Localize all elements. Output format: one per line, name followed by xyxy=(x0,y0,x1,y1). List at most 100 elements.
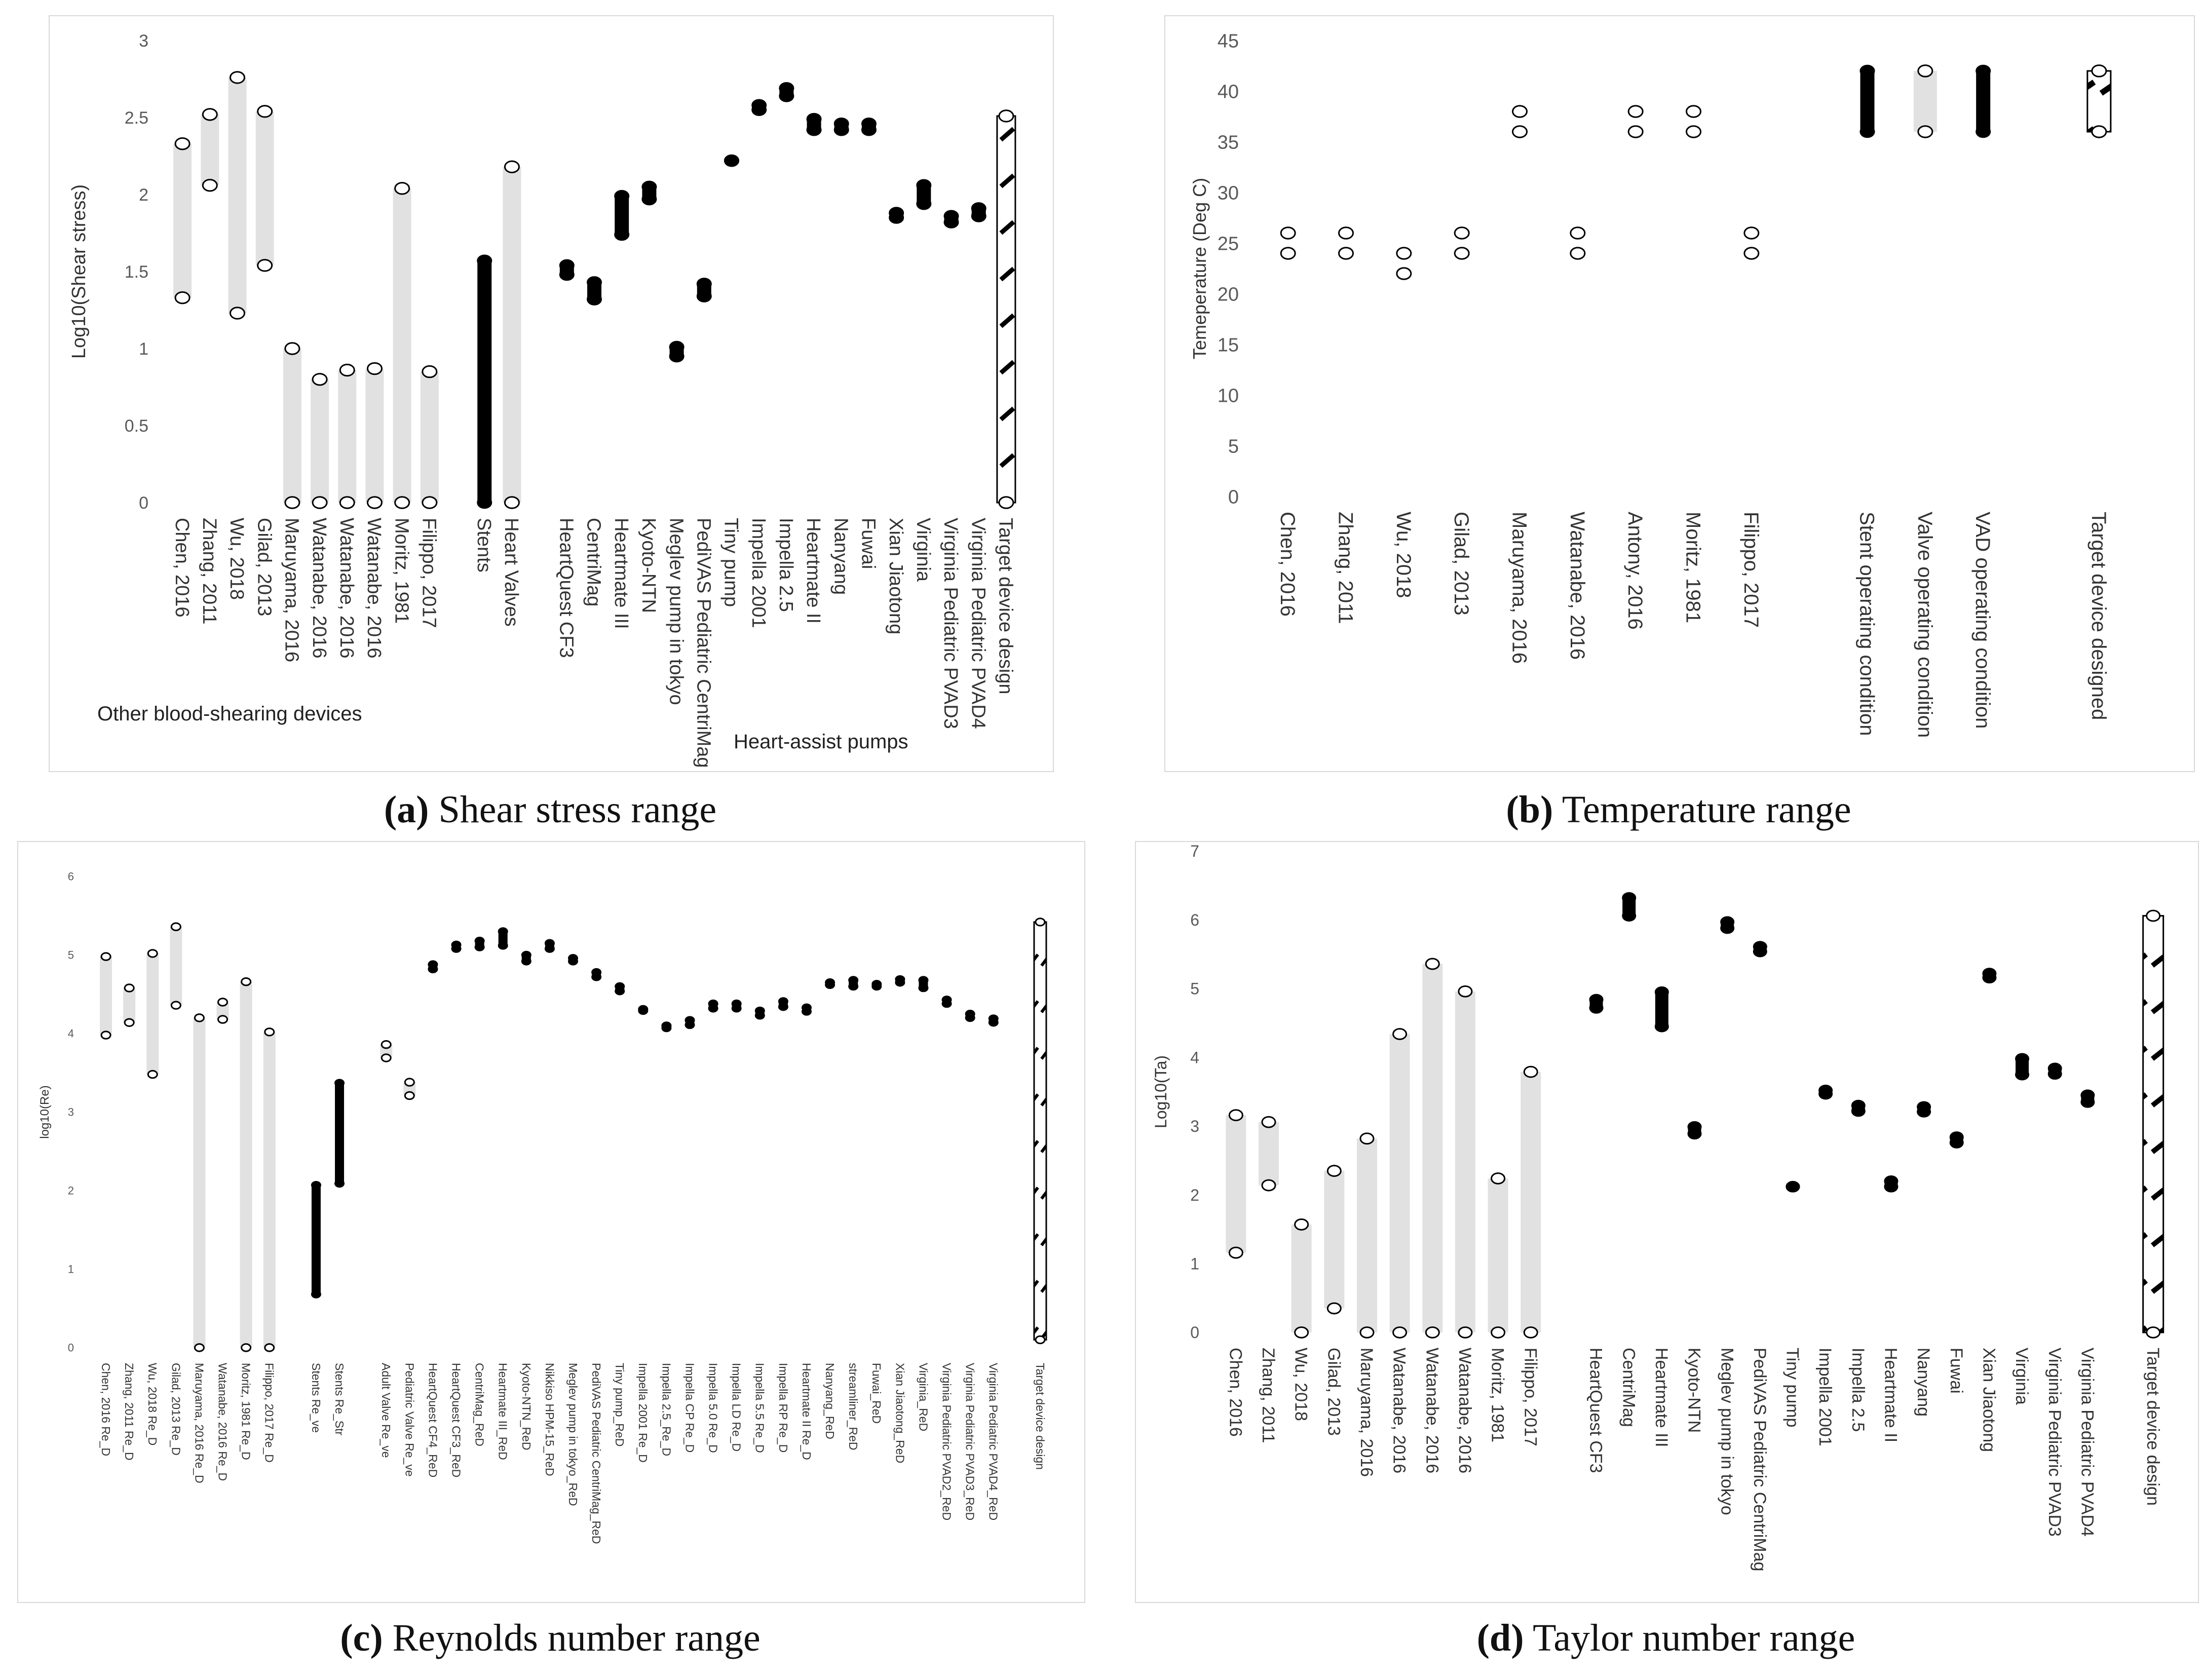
category-label: Watanabe, 2016 xyxy=(1566,512,1588,660)
range-min-marker xyxy=(1228,1246,1243,1259)
category-label: HeartQuest CF3 xyxy=(556,518,577,658)
chart-taylor: 0 1 2 3 4 5 6 7 Log10(Ta) Chen, 2016 Zhang, 2011 Wu… xyxy=(1152,842,2165,1572)
y-tick-label: 2 xyxy=(68,1185,74,1197)
category-label: PediVAS Pediatric CentriMag xyxy=(693,518,714,768)
range-min-marker xyxy=(521,957,531,966)
category-label: Watanabe, 2016 xyxy=(1422,1348,1441,1473)
caption-text: Reynolds number range xyxy=(383,1617,761,1659)
y-tick-label: 15 xyxy=(1218,334,1239,356)
range-bar xyxy=(201,114,219,185)
caption-letter: (b) xyxy=(1506,788,1553,831)
range-max-marker xyxy=(284,342,300,355)
category-label: Zhang, 2011 xyxy=(1335,512,1357,624)
range-min-marker xyxy=(422,496,438,509)
category-label: Impella 2.5 xyxy=(775,518,796,612)
category-label: Virginia Pediatric PVAD4 xyxy=(967,518,989,729)
panel-taylor: 0 1 2 3 4 5 6 7 Log10(Ta) Chen, 2016 Zhang, 2011 Wu… xyxy=(1135,841,2199,1603)
range-max-marker xyxy=(1859,64,1875,78)
range-min-marker xyxy=(641,193,657,206)
category-label: Maruyama, 2016 Re_D xyxy=(193,1363,206,1483)
category-label: Virginia Pediatric PVAD3 xyxy=(940,518,961,729)
range-bar xyxy=(173,143,192,298)
range-min-marker xyxy=(1982,972,1997,984)
range-min-marker xyxy=(2091,125,2107,138)
range-min-marker xyxy=(559,268,575,281)
range-min-marker xyxy=(833,124,849,136)
category-label: Virginia Pediatric PVAD2_ReD xyxy=(940,1363,954,1520)
range-min-marker xyxy=(731,1004,742,1013)
y-tick-label: 1 xyxy=(68,1263,74,1276)
range-bar xyxy=(283,349,301,503)
category-label: Filippo, 2017 xyxy=(1740,512,1762,628)
range-min-marker xyxy=(751,103,767,117)
category-label: Moritz, 1981 xyxy=(1488,1348,1507,1442)
range-min-marker xyxy=(404,1091,415,1100)
range-min-marker xyxy=(451,944,462,953)
category-label: Kyoto-NTN_ReD xyxy=(520,1363,533,1450)
y-tick-label: 2 xyxy=(139,185,148,205)
range-min-marker xyxy=(312,496,328,509)
category-label: Target device design xyxy=(2143,1348,2162,1506)
range-min-marker xyxy=(1917,125,1933,138)
range-min-marker xyxy=(284,496,300,509)
category-label: streamliner_ReD xyxy=(847,1363,860,1450)
y-tick-label: 0.5 xyxy=(125,416,148,436)
range-bar xyxy=(170,927,182,1006)
range-min-marker xyxy=(1622,910,1637,922)
y-tick-label: 30 xyxy=(1218,182,1239,204)
range-bar xyxy=(311,379,329,503)
category-label: Zhang, 2011 Re_D xyxy=(123,1363,136,1461)
range-max-marker xyxy=(1261,1116,1276,1128)
range-max-marker xyxy=(1627,105,1644,118)
caption-letter: (c) xyxy=(340,1617,383,1659)
y-axis-label: Temeperature (Deg C) xyxy=(1189,178,1210,359)
range-min-marker xyxy=(988,1018,999,1027)
range-min-marker xyxy=(544,944,555,953)
y-tick-label: 10 xyxy=(1218,385,1239,406)
category-label: PediVAS Pediatric CentriMag_ReD xyxy=(590,1363,603,1544)
range-max-marker xyxy=(394,182,410,195)
category-label: Fuwai_ReD xyxy=(870,1363,883,1424)
y-tick-label: 3 xyxy=(139,31,148,51)
range-min-marker xyxy=(916,198,932,210)
category-label: Chen, 2016 xyxy=(1226,1348,1245,1437)
range-min-marker xyxy=(394,496,410,509)
category-label: Stents Re_Str xyxy=(333,1363,346,1436)
range-min-marker xyxy=(477,496,492,509)
range-min-marker xyxy=(1720,922,1735,934)
range-min-marker xyxy=(1786,1180,1800,1193)
range-min-marker xyxy=(943,216,959,228)
category-label: Nikkiso HPM-15_ReD xyxy=(543,1363,556,1476)
y-tick-label: 0 xyxy=(1190,1323,1199,1342)
category-label: CentriMag xyxy=(1619,1348,1638,1427)
y-tick-label: 5 xyxy=(1228,436,1239,457)
category-label: Tiny pump xyxy=(720,518,742,607)
range-bar xyxy=(420,371,439,503)
range-min-marker xyxy=(217,1015,229,1024)
range-min-marker xyxy=(806,124,822,136)
range-bar xyxy=(1422,964,1443,1332)
category-label: Impella 5.5 Re_D xyxy=(753,1363,767,1453)
category-label: Impella 5.0 Re_D xyxy=(707,1363,720,1453)
range-min-marker xyxy=(2146,1326,2161,1339)
range-min-marker xyxy=(895,978,905,987)
range-max-marker xyxy=(229,71,245,84)
y-tick-label: 40 xyxy=(1218,81,1239,102)
category-label: Kyoto-NTN xyxy=(638,518,659,613)
range-bar xyxy=(1913,71,1937,132)
category-label: Zhang, 2011 xyxy=(199,518,220,625)
y-tick-label: 1 xyxy=(139,339,148,359)
range-min-marker xyxy=(1458,1326,1473,1339)
range-min-marker xyxy=(1338,247,1354,260)
range-bar xyxy=(338,370,357,503)
range-bar xyxy=(1356,1138,1377,1332)
caption-reynolds: (c) Reynolds number range xyxy=(17,1616,1083,1660)
range-min-marker xyxy=(685,1020,695,1029)
category-label: Heartmate II xyxy=(803,518,824,624)
range-min-marker xyxy=(1917,1105,1931,1118)
category-label: VAD operating condition xyxy=(1971,512,1994,729)
range-min-marker xyxy=(779,90,794,102)
category-label: Heartmate III xyxy=(1652,1348,1671,1447)
caption-text: Shear stress range xyxy=(429,788,717,831)
range-max-marker xyxy=(381,1040,392,1049)
